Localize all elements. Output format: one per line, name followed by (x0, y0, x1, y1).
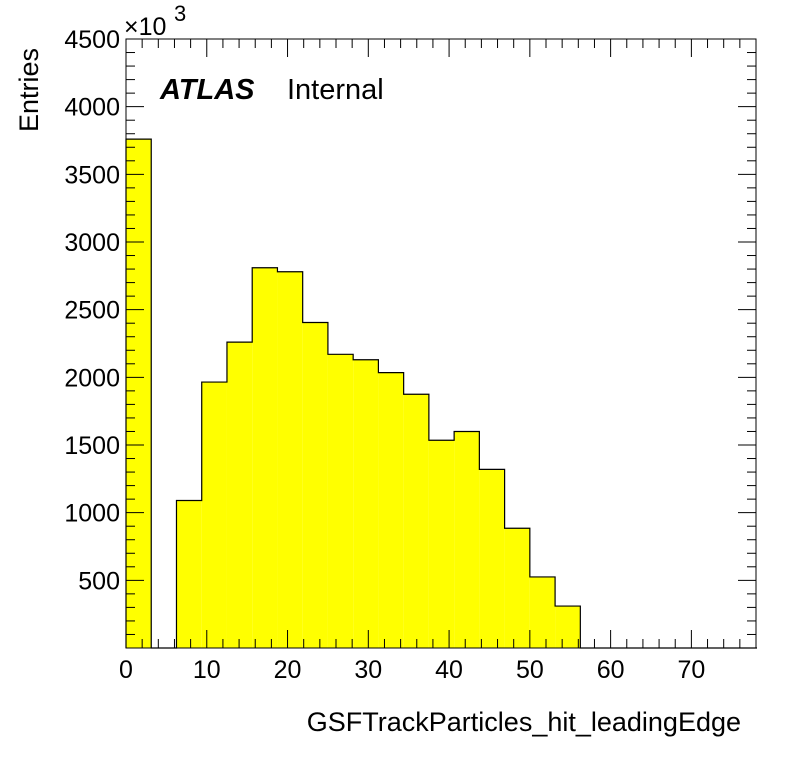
histogram-bar (176, 500, 202, 648)
axis-tick-labels: 0 10 20 30 40 50 60 70 500 1000 1500 2000 2500 3000 35… (64, 26, 705, 684)
x-tick-label: 40 (435, 656, 463, 684)
histogram-bar (403, 394, 429, 648)
y-tick-label: 3500 (64, 161, 120, 189)
plot-frame (125, 38, 757, 649)
atlas-label: ATLAS (159, 74, 255, 106)
histogram-bar (353, 359, 379, 648)
x-tick-label: 30 (354, 656, 382, 684)
histogram-outline (125, 138, 758, 649)
y-tick-label: 2500 (64, 297, 120, 325)
axis-ticks (125, 38, 757, 649)
histogram-bar (529, 576, 556, 648)
y-axis-title: Entries (14, 48, 44, 132)
x-tick-label: 20 (274, 656, 302, 684)
y-tick-label: 2000 (64, 364, 120, 392)
y-tick-label: 4000 (64, 94, 120, 122)
y-tick-label: 4500 (64, 26, 120, 54)
x-tick-label: 60 (597, 656, 625, 684)
y-tick-label: 1000 (64, 500, 120, 528)
histogram-bar (327, 354, 354, 648)
histogram-bar (428, 440, 455, 648)
x-tick-label: 50 (516, 656, 544, 684)
x-tick-label: 70 (677, 656, 705, 684)
histogram-bar (226, 342, 253, 648)
histogram-bar (302, 322, 328, 648)
internal-label: Internal (287, 74, 384, 106)
y-tick-label: 1500 (64, 432, 120, 460)
y-scale-exponent: 3 (174, 1, 186, 26)
histogram-bar (479, 469, 505, 648)
histogram-bar (454, 431, 480, 648)
x-tick-label: 10 (193, 656, 221, 684)
histogram-bar (252, 267, 278, 648)
histogram-bar (126, 139, 152, 648)
histogram-bars (125, 138, 758, 649)
y-tick-label: 3000 (64, 229, 120, 257)
histogram-bar (201, 382, 227, 648)
x-tick-label: 0 (119, 656, 133, 684)
histogram-bar (277, 271, 303, 648)
histogram-bar (555, 606, 581, 648)
x-axis-title: GSFTrackParticles_hit_leadingEdge (307, 707, 741, 737)
y-scale-multiplier: ×10 (124, 13, 166, 41)
histogram-bar (504, 528, 530, 648)
histogram-bar (378, 372, 404, 648)
y-tick-label: 500 (78, 567, 120, 595)
